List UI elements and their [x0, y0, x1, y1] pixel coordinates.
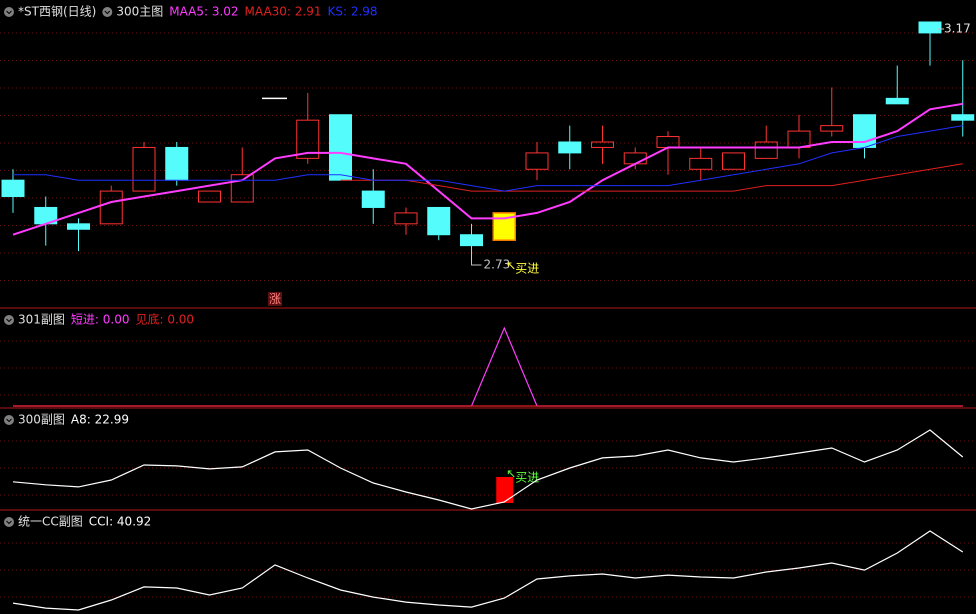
buy-arrow: ↖ [506, 259, 516, 273]
buy-signal-bar [496, 477, 514, 503]
candle-down [558, 141, 582, 154]
candle-up [689, 157, 713, 170]
candle-up [296, 119, 320, 159]
candle-up [525, 152, 549, 170]
buy-label: 买进 [515, 262, 539, 276]
header-text: MAA30: 2.91 [245, 5, 322, 19]
candle-down [165, 146, 189, 181]
max-label: 3.17 [944, 22, 971, 36]
collapse-chevron [6, 10, 12, 15]
candle-down [460, 234, 483, 247]
collapse-icon[interactable] [4, 7, 14, 17]
candle-up [198, 190, 221, 203]
candle-down [951, 114, 975, 121]
collapse-icon[interactable] [4, 315, 14, 325]
limit-marker: 涨 [269, 291, 281, 306]
candle-down [67, 223, 90, 230]
header-text: KS: 2.98 [328, 5, 378, 19]
limit-marker-box [268, 292, 282, 306]
header-text: A8: 22.99 [71, 413, 129, 427]
collapse-icon[interactable] [4, 415, 14, 425]
collapse-icon[interactable] [102, 7, 113, 17]
header-text: 统一CC副图 [18, 515, 83, 529]
candle-down [885, 97, 909, 105]
header-text: MAA5: 3.02 [169, 5, 238, 19]
indicator-line [340, 163, 963, 192]
candle-up [230, 174, 254, 203]
candle-down [361, 190, 385, 208]
candle-down [1, 179, 25, 198]
header-text: 见底: 0.00 [135, 312, 194, 327]
collapse-icon[interactable] [4, 517, 14, 527]
buy-arrow: ↖ [506, 467, 516, 481]
indicator-line [13, 125, 963, 192]
candle-down [427, 206, 451, 236]
candle-up [99, 190, 123, 225]
min-pointer [471, 262, 482, 266]
collapse-chevron [6, 520, 12, 525]
header-text: 300主图 [116, 5, 163, 19]
collapse-chevron [6, 318, 12, 323]
min-label: 2.73 [484, 258, 511, 272]
indicator-line [12, 429, 964, 510]
candle-down [329, 114, 352, 181]
candle-buy [492, 212, 516, 241]
indicator-line [12, 530, 964, 611]
candle-up [132, 146, 156, 192]
candle-up [394, 212, 418, 225]
header-text: 300副图 [18, 413, 65, 427]
indicator-line [12, 102, 963, 236]
header-text: *ST西钢(日线) [18, 5, 96, 19]
candle-down [918, 21, 942, 34]
header-text: 短进: 0.00 [71, 313, 130, 327]
candle-up [722, 152, 745, 170]
candle-up [820, 125, 844, 132]
collapse-chevron [6, 418, 12, 423]
candle-up [591, 141, 614, 148]
collapse-chevron [104, 10, 111, 15]
header-text: CCI: 40.92 [89, 515, 152, 529]
header-text: 301副图 [18, 313, 65, 327]
buy-label: 买进 [515, 471, 539, 485]
candle-up [754, 141, 778, 159]
